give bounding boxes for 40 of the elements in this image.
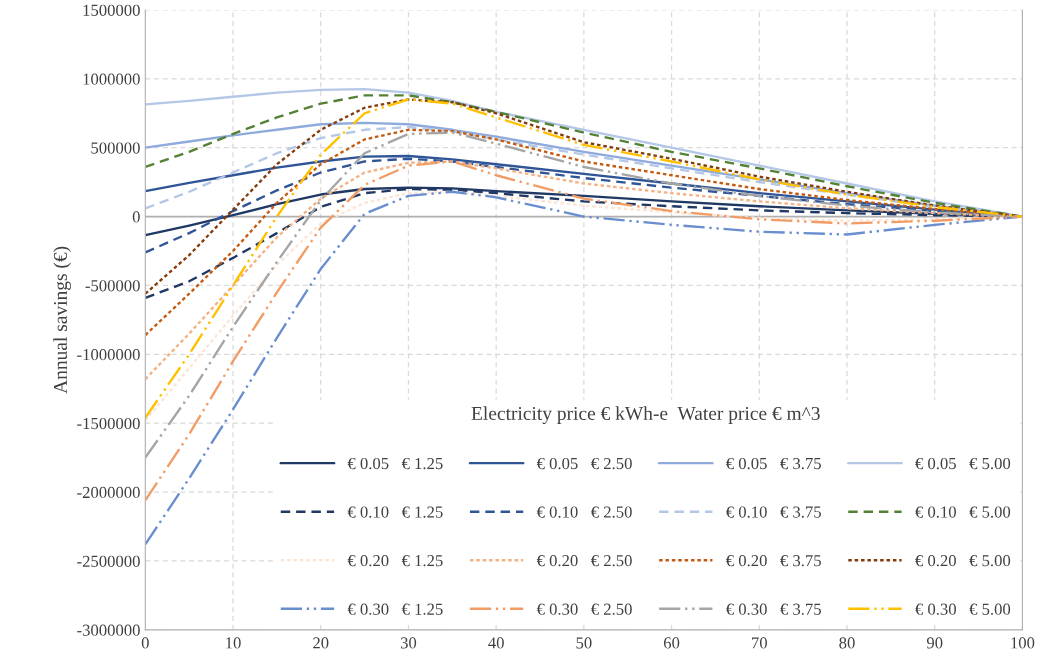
x-tick-label: 40 bbox=[488, 637, 504, 649]
legend-label: € 0.20 € 1.25 bbox=[347, 555, 443, 567]
legend-label: € 0.10 € 5.00 bbox=[915, 506, 1011, 518]
y-tick-label: 0 bbox=[132, 211, 140, 223]
legend-label: € 0.05 € 2.50 bbox=[536, 457, 632, 470]
y-tick-label: -3000000 bbox=[77, 624, 140, 636]
legend-label: € 0.10 € 3.75 bbox=[726, 506, 821, 518]
y-tick-label: 1000000 bbox=[83, 73, 140, 85]
x-tick-label: 60 bbox=[663, 637, 680, 649]
y-tick-label: 1500000 bbox=[83, 4, 140, 16]
legend-label: € 0.20 € 5.00 bbox=[915, 555, 1011, 567]
x-tick-label: 10 bbox=[226, 637, 241, 649]
legend-label: € 0.30 € 3.75 bbox=[726, 603, 821, 615]
x-tick-label: 20 bbox=[313, 637, 329, 649]
y-tick-label: -1500000 bbox=[77, 417, 140, 430]
line-series bbox=[145, 160, 1023, 502]
x-tick-label: 90 bbox=[926, 637, 943, 649]
legend-label: € 0.30 € 5.00 bbox=[915, 603, 1011, 615]
y-tick-label: 500000 bbox=[91, 142, 140, 154]
legend-label: € 0.05 € 5.00 bbox=[915, 457, 1011, 470]
legend-label: € 0.30 € 1.25 bbox=[347, 603, 443, 615]
legend-label: € 0.20 € 3.75 bbox=[726, 555, 821, 567]
legend-label: € 0.20 € 2.50 bbox=[536, 555, 632, 567]
legend-title: Electricity price € kWh-e Water price € m^3 bbox=[471, 406, 820, 424]
x-tick-label: 80 bbox=[839, 637, 855, 649]
y-tick-label: -2000000 bbox=[77, 486, 140, 499]
y-tick-label: -2500000 bbox=[77, 555, 140, 567]
x-tick-label: 0 bbox=[141, 637, 149, 649]
x-tick-label: 50 bbox=[576, 637, 592, 649]
y-tick-label: -1000000 bbox=[77, 349, 140, 361]
legend-label: € 0.10 € 1.25 bbox=[347, 506, 443, 518]
y-tick-label: -500000 bbox=[85, 280, 140, 292]
legend-label: € 0.10 € 2.50 bbox=[536, 506, 632, 518]
legend-label: € 0.30 € 2.50 bbox=[536, 603, 632, 615]
x-tick-label: 30 bbox=[400, 637, 417, 649]
x-tick-label: 100 bbox=[1011, 637, 1035, 649]
legend-label: € 0.05 € 1.25 bbox=[347, 457, 443, 470]
x-tick-label: 70 bbox=[752, 637, 767, 649]
legend-label: € 0.05 € 3.75 bbox=[726, 457, 821, 470]
y-axis-title: Annual savings (€) bbox=[53, 246, 72, 394]
